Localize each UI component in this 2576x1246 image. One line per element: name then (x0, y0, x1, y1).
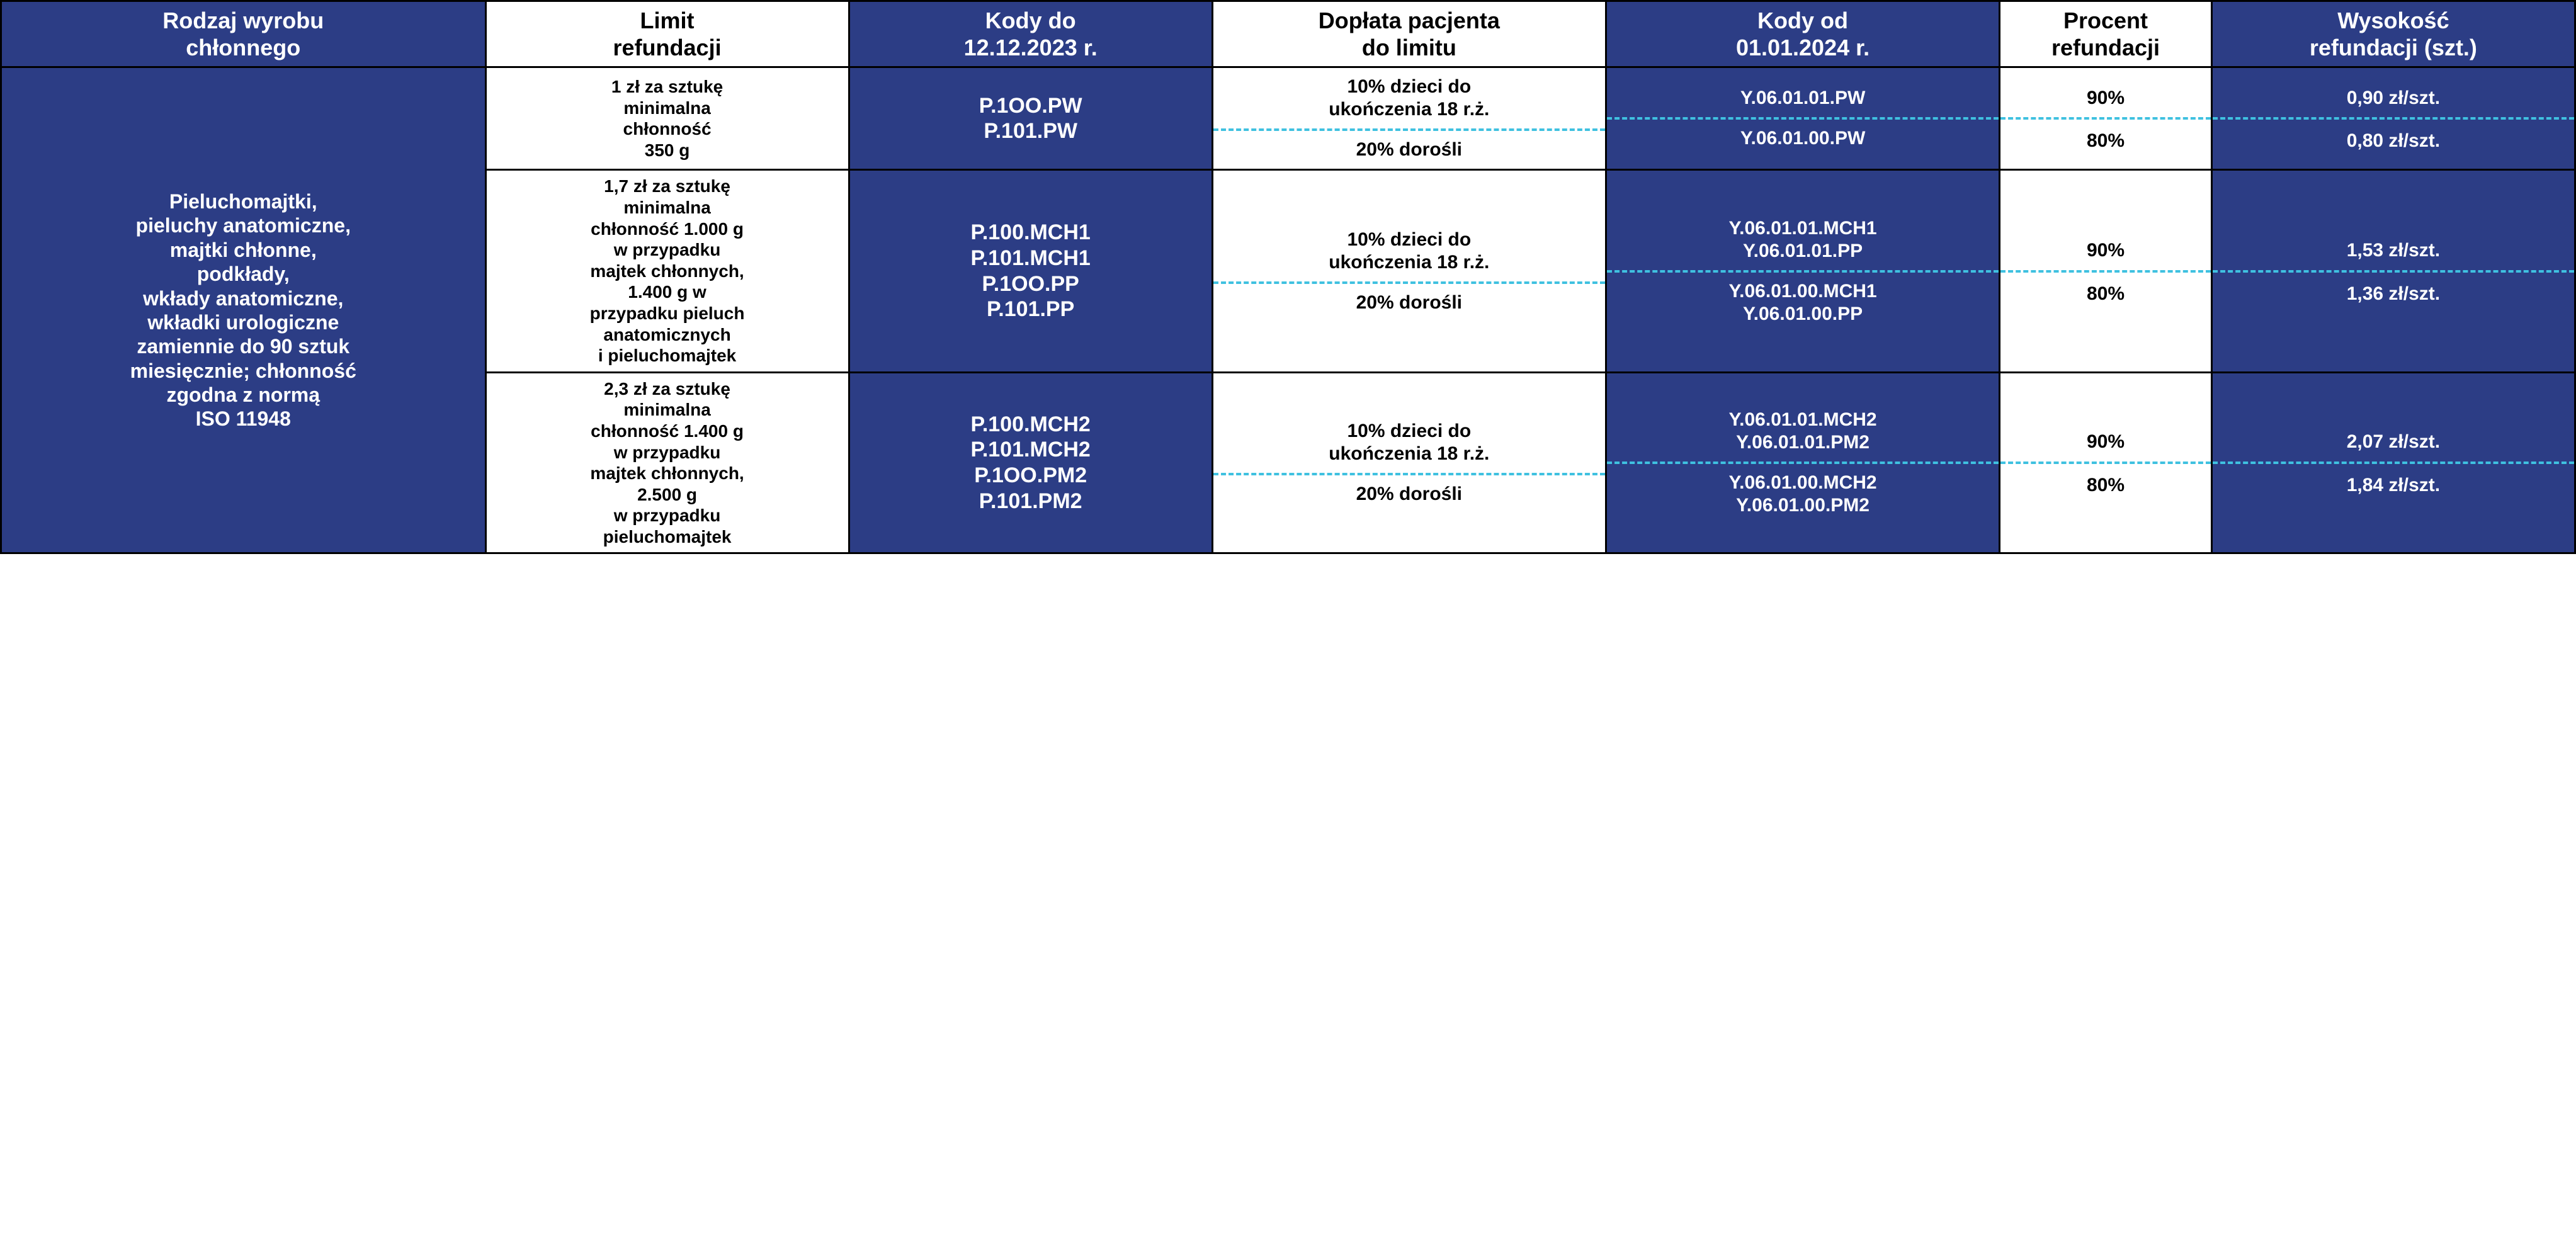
sub-cell: 90% (2000, 77, 2211, 119)
sub-cell: 1,84 zł/szt. (2213, 463, 2574, 505)
sub-cell: 0,80 zł/szt. (2213, 118, 2574, 161)
header-col-5: Procent refundacji (2000, 1, 2212, 67)
header-col-4: Kody od 01.01.2024 r. (1606, 1, 1999, 67)
doplata-cell: 10% dzieci do ukończenia 18 r.ż.20% doro… (1212, 67, 1606, 170)
header-col-0: Rodzaj wyrobu chłonnego (1, 1, 486, 67)
sub-cell: 2,07 zł/szt. (2213, 421, 2574, 463)
sub-cell: 80% (2000, 118, 2211, 161)
sub-cell: 80% (2000, 463, 2211, 505)
sub-cell: 80% (2000, 271, 2211, 314)
sub-cell: 90% (2000, 229, 2211, 271)
sub-cell: 1,53 zł/szt. (2213, 229, 2574, 271)
header-col-2: Kody do 12.12.2023 r. (849, 1, 1212, 67)
sub-cell: 90% (2000, 421, 2211, 463)
header-row: Rodzaj wyrobu chłonnegoLimit refundacjiK… (1, 1, 2575, 67)
limit-cell: 1 zł za sztukę minimalna chłonność 350 g (485, 67, 849, 170)
sub-cell: Y.06.01.01.MCH1 Y.06.01.01.PP (1607, 210, 1999, 271)
header-col-1: Limit refundacji (485, 1, 849, 67)
doplata-cell: 10% dzieci do ukończenia 18 r.ż.20% doro… (1212, 170, 1606, 372)
refund-table: Rodzaj wyrobu chłonnegoLimit refundacjiK… (0, 0, 2576, 554)
codes-old-cell: P.100.MCH2 P.101.MCH2 P.1OO.PM2 P.101.PM… (849, 372, 1212, 553)
header-col-3: Dopłata pacjenta do limitu (1212, 1, 1606, 67)
sub-cell: 1,36 zł/szt. (2213, 271, 2574, 314)
sub-cell: 20% dorośli (1213, 474, 1605, 513)
sub-cell: 10% dzieci do ukończenia 18 r.ż. (1213, 68, 1605, 130)
amount-cell: 0,90 zł/szt.0,80 zł/szt. (2211, 67, 2575, 170)
product-type-cell: Pieluchomajtki, pieluchy anatomiczne, ma… (1, 67, 486, 553)
sub-cell: 20% dorośli (1213, 283, 1605, 322)
codes-old-cell: P.100.MCH1 P.101.MCH1 P.1OO.PP P.101.PP (849, 170, 1212, 372)
limit-cell: 2,3 zł za sztukę minimalna chłonność 1.4… (485, 372, 849, 553)
codes-new-cell: Y.06.01.01.MCH2 Y.06.01.01.PM2Y.06.01.00… (1606, 372, 1999, 553)
table-row: Pieluchomajtki, pieluchy anatomiczne, ma… (1, 67, 2575, 170)
percent-cell: 90%80% (2000, 170, 2212, 372)
sub-cell: Y.06.01.01.PW (1607, 79, 1999, 118)
amount-cell: 1,53 zł/szt.1,36 zł/szt. (2211, 170, 2575, 372)
sub-cell: 0,90 zł/szt. (2213, 77, 2574, 119)
amount-cell: 2,07 zł/szt.1,84 zł/szt. (2211, 372, 2575, 553)
doplata-cell: 10% dzieci do ukończenia 18 r.ż.20% doro… (1212, 372, 1606, 553)
header-col-6: Wysokość refundacji (szt.) (2211, 1, 2575, 67)
codes-old-cell: P.1OO.PW P.101.PW (849, 67, 1212, 170)
codes-new-cell: Y.06.01.01.PWY.06.01.00.PW (1606, 67, 1999, 170)
percent-cell: 90%80% (2000, 372, 2212, 553)
codes-new-cell: Y.06.01.01.MCH1 Y.06.01.01.PPY.06.01.00.… (1606, 170, 1999, 372)
sub-cell: 20% dorośli (1213, 130, 1605, 169)
sub-cell: Y.06.01.00.MCH2 Y.06.01.00.PM2 (1607, 463, 1999, 524)
percent-cell: 90%80% (2000, 67, 2212, 170)
sub-cell: 10% dzieci do ukończenia 18 r.ż. (1213, 221, 1605, 283)
sub-cell: Y.06.01.00.MCH1 Y.06.01.00.PP (1607, 271, 1999, 333)
sub-cell: Y.06.01.00.PW (1607, 118, 1999, 157)
sub-cell: Y.06.01.01.MCH2 Y.06.01.01.PM2 (1607, 401, 1999, 463)
sub-cell: 10% dzieci do ukończenia 18 r.ż. (1213, 412, 1605, 474)
limit-cell: 1,7 zł za sztukę minimalna chłonność 1.0… (485, 170, 849, 372)
